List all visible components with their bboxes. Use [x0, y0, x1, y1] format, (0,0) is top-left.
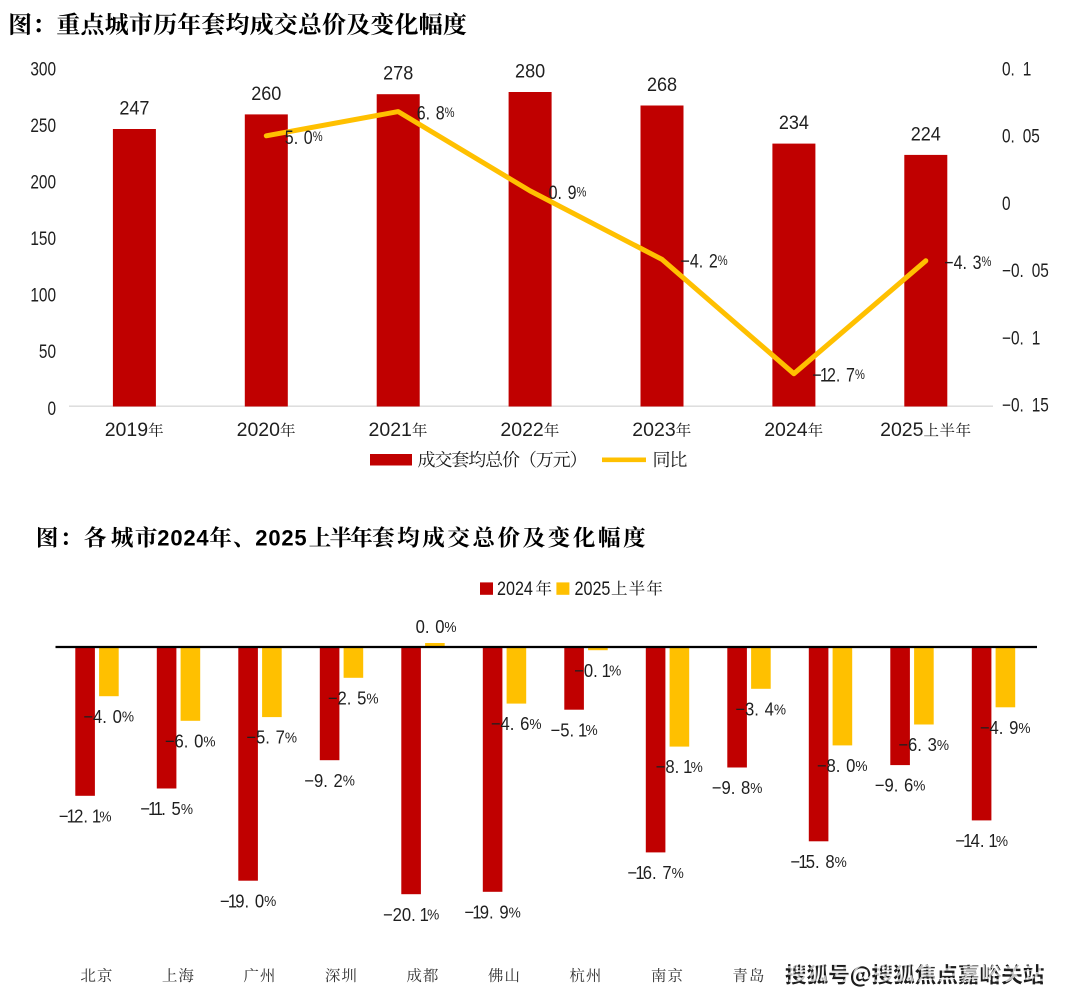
svg-text:−3. 4%: −3. 4% — [735, 699, 786, 720]
svg-text:2025: 2025 — [880, 419, 924, 441]
svg-text:224: 224 — [911, 123, 941, 145]
svg-text:247: 247 — [119, 97, 149, 119]
svg-text:6. 8%: 6. 8% — [417, 102, 455, 124]
svg-text:2023: 2023 — [632, 419, 675, 441]
svg-text:−15. 8%: −15. 8% — [790, 851, 847, 872]
svg-text:0. 9%: 0. 9% — [549, 181, 587, 203]
svg-text:−19. 0%: −19. 0% — [220, 890, 277, 911]
svg-text:2024: 2024 — [157, 526, 209, 551]
svg-text:2024: 2024 — [497, 578, 533, 600]
svg-text:−16. 7%: −16. 7% — [627, 862, 684, 883]
svg-text:−9. 2%: −9. 2% — [304, 770, 355, 791]
svg-text:260: 260 — [251, 82, 281, 104]
svg-text:−14. 1%: −14. 1% — [955, 830, 1008, 851]
svg-text:−2. 5%: −2. 5% — [328, 688, 379, 709]
svg-text:−12. 7%: −12. 7% — [812, 364, 864, 386]
svg-text:250: 250 — [30, 115, 56, 137]
svg-text:0: 0 — [1002, 192, 1011, 214]
svg-text:150: 150 — [30, 228, 56, 250]
svg-text:280: 280 — [515, 60, 545, 82]
svg-text:−6. 0%: −6. 0% — [165, 731, 216, 752]
svg-text:2024: 2024 — [764, 419, 808, 441]
svg-text:−6. 3%: −6. 3% — [898, 734, 949, 755]
svg-text:−4. 6%: −4. 6% — [491, 713, 542, 734]
svg-text:−0. 1: −0. 1 — [1002, 327, 1040, 349]
svg-text:−0. 05: −0. 05 — [1002, 260, 1049, 282]
svg-text:−8. 1%: −8. 1% — [656, 756, 703, 777]
svg-text:2025: 2025 — [255, 526, 307, 551]
svg-text:−4. 3%: −4. 3% — [944, 251, 991, 273]
svg-text:0: 0 — [47, 397, 56, 419]
svg-text:−4. 2%: −4. 2% — [681, 250, 728, 272]
svg-text:−0. 15: −0. 15 — [1002, 394, 1049, 416]
svg-text:0. 1: 0. 1 — [1002, 58, 1031, 80]
svg-text:268: 268 — [647, 74, 677, 96]
svg-text:−19. 9%: −19. 9% — [464, 902, 521, 923]
svg-text:−11. 5%: −11. 5% — [140, 798, 193, 819]
svg-text:2019: 2019 — [105, 419, 148, 441]
svg-text:234: 234 — [779, 112, 809, 134]
svg-text:50: 50 — [39, 341, 56, 363]
svg-text:−5. 7%: −5. 7% — [246, 727, 297, 748]
svg-text:2025: 2025 — [575, 578, 611, 600]
svg-text:2020: 2020 — [237, 419, 281, 441]
svg-text:−5. 1%: −5. 1% — [551, 719, 598, 740]
svg-text:0. 0%: 0. 0% — [416, 616, 457, 637]
svg-text:−8. 0%: −8. 0% — [817, 755, 868, 776]
svg-text:−4. 0%: −4. 0% — [83, 706, 134, 727]
svg-text:−4. 9%: −4. 9% — [980, 717, 1031, 738]
svg-text:−9. 6%: −9. 6% — [875, 775, 926, 796]
svg-text:278: 278 — [383, 62, 413, 84]
svg-text:2021: 2021 — [369, 419, 412, 441]
svg-text:−9. 8%: −9. 8% — [712, 777, 763, 798]
svg-text:300: 300 — [30, 58, 56, 80]
svg-text:100: 100 — [30, 284, 56, 306]
svg-text:200: 200 — [30, 171, 56, 193]
svg-text:−20. 1%: −20. 1% — [383, 904, 439, 925]
svg-text:−12. 1%: −12. 1% — [59, 806, 112, 827]
svg-text:2022: 2022 — [500, 419, 543, 441]
svg-text:5. 0%: 5. 0% — [285, 126, 323, 148]
svg-text:0. 05: 0. 05 — [1002, 125, 1040, 147]
svg-text:−0. 1%: −0. 1% — [574, 660, 621, 681]
